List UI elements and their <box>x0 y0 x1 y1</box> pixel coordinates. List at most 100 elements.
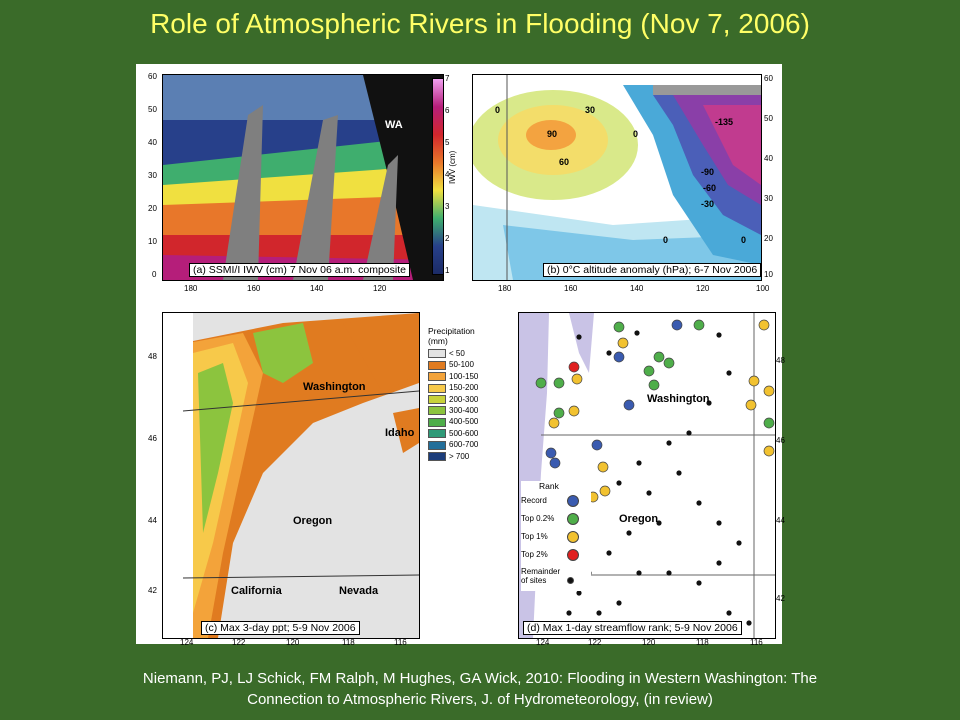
site-marker <box>545 447 557 459</box>
site-marker <box>549 457 561 469</box>
panel-c-legend-title: Precipitation (mm) <box>428 326 475 346</box>
site-marker <box>758 319 770 331</box>
figure-composite: WA (a) SSMI/I IWV (cm) 7 Nov 06 a.m. com… <box>136 64 785 647</box>
site-marker-remainder <box>576 334 582 340</box>
site-marker-remainder <box>696 500 702 506</box>
panel-c-precip-map: Washington Idaho Oregon California Nevad… <box>162 312 420 639</box>
site-marker-remainder <box>726 610 732 616</box>
panel-c-legend-item: 50-100 <box>428 360 508 370</box>
site-marker-remainder <box>596 610 602 616</box>
panel-c-legend-label: 200-300 <box>449 394 479 404</box>
panel-c-legend-swatch <box>428 417 446 427</box>
site-marker-remainder <box>646 490 652 496</box>
site-marker-remainder <box>616 480 622 486</box>
site-marker <box>663 357 675 369</box>
panel-c-legend-label: < 50 <box>449 349 465 358</box>
panel-d-legend-title: Rank <box>539 481 559 491</box>
site-marker <box>613 351 625 363</box>
panel-d-legend-label: Top 0.2% <box>521 514 555 524</box>
site-marker <box>599 485 611 497</box>
panel-c-legend-item: 600-700 <box>428 440 508 450</box>
site-marker-remainder <box>676 470 682 476</box>
site-marker <box>535 377 547 389</box>
panel-c-legend-item: 150-200 <box>428 383 508 393</box>
site-marker <box>763 417 775 429</box>
panel-c-legend-swatch <box>428 394 446 404</box>
panel-d-streamflow-map: Washington Oregon (d) Max 1-day streamfl… <box>518 312 776 639</box>
panel-d-legend-item: Record <box>521 495 591 507</box>
panel-c-state-washington: Washington <box>303 381 366 393</box>
panel-c-caption: (c) Max 3-day ppt; 5-9 Nov 2006 <box>201 621 360 635</box>
panel-d-legend-marker <box>567 495 579 507</box>
site-marker-remainder <box>656 520 662 526</box>
panel-a-map-graphic <box>163 75 443 280</box>
site-marker <box>553 407 565 419</box>
site-marker-remainder <box>746 620 752 626</box>
panel-d-legend-marker <box>567 513 579 525</box>
panel-c-legend-item: 200-300 <box>428 395 508 404</box>
panel-d-legend-label: Top 2% <box>521 550 548 560</box>
panel-d-legend-marker <box>567 531 579 543</box>
panel-c-legend-item: < 50 <box>428 349 508 359</box>
site-marker <box>613 321 625 333</box>
site-marker-remainder <box>736 540 742 546</box>
site-marker-remainder <box>636 570 642 576</box>
site-marker-remainder <box>706 400 712 406</box>
site-marker-remainder <box>716 332 722 338</box>
panel-d-legend-label: Top 1% <box>521 532 548 542</box>
panel-c-legend: Precipitation (mm) < 50 50-100 100-150 150-… <box>428 326 508 463</box>
panel-d-legend-rows: Record Top 0.2% Top 1% Top 2% Remainder of s… <box>521 495 591 585</box>
site-marker <box>763 385 775 397</box>
panel-c-legend-label: 150-200 <box>449 383 479 393</box>
site-marker <box>623 399 635 411</box>
panel-d-legend-label: Remainder of sites <box>521 567 561 585</box>
panel-d-legend-item: Top 2% <box>521 549 591 561</box>
panel-c-map-graphic <box>163 313 419 638</box>
panel-c-legend-item: 500-600 <box>428 429 508 439</box>
panel-a-colorbar <box>432 78 444 275</box>
panel-c-legend-item: > 700 <box>428 452 508 461</box>
site-marker <box>748 375 760 387</box>
panel-c-state-california: California <box>231 585 282 597</box>
site-marker-remainder <box>726 370 732 376</box>
panel-c-legend-item: 100-150 <box>428 372 508 382</box>
panel-c-legend-rows: < 50 50-100 100-150 150-200 200-300 300-400 40… <box>428 349 508 461</box>
site-marker <box>745 399 757 411</box>
site-marker-remainder <box>716 560 722 566</box>
panel-c-legend-label: 600-700 <box>449 440 479 450</box>
site-marker <box>571 373 583 385</box>
panel-d-legend-marker <box>567 549 579 561</box>
site-marker <box>591 439 603 451</box>
panel-c-legend-label: 300-400 <box>449 405 479 415</box>
panel-d-legend-item: Top 0.2% <box>521 513 591 525</box>
panel-c-legend-label: 50-100 <box>449 360 474 370</box>
panel-c-legend-swatch <box>428 451 446 461</box>
panel-c-state-nevada: Nevada <box>339 585 379 597</box>
site-marker-remainder <box>566 610 572 616</box>
panel-b-anomaly-map: 0 30 90 60 0 -135 -90 -60 -30 0 0 (b) 0°… <box>472 74 762 281</box>
site-marker-remainder <box>716 520 722 526</box>
site-marker-remainder <box>626 530 632 536</box>
panel-d-legend-label: Record <box>521 496 547 506</box>
panel-b-caption: (b) 0°C altitude anomaly (hPa); 6-7 Nov … <box>543 263 761 277</box>
citation-line-2: Connection to Atmospheric Rivers, J. of … <box>247 691 713 708</box>
site-marker-remainder <box>636 460 642 466</box>
site-marker-remainder <box>576 590 582 596</box>
panel-a-state-label: WA <box>385 119 403 131</box>
site-marker <box>643 365 655 377</box>
panel-d-legend-item: Remainder of sites <box>521 567 591 585</box>
site-marker-remainder <box>696 580 702 586</box>
site-marker <box>763 445 775 457</box>
site-marker-remainder <box>606 550 612 556</box>
panel-d-caption: (d) Max 1-day streamflow rank; 5-9 Nov 2… <box>523 621 742 635</box>
site-marker-remainder <box>666 570 672 576</box>
panel-d-legend-marker <box>567 577 574 585</box>
panel-d-state-washington: Washington <box>647 393 710 405</box>
panel-c-state-idaho: Idaho <box>385 427 415 439</box>
panel-c-legend-label: > 700 <box>449 451 470 461</box>
slide-title: Role of Atmospheric Rivers in Flooding (… <box>150 8 810 39</box>
panel-c-legend-swatch <box>428 440 446 450</box>
site-marker-remainder <box>666 440 672 446</box>
site-marker <box>671 319 683 331</box>
panel-a-caption: (a) SSMI/I IWV (cm) 7 Nov 06 a.m. compos… <box>189 263 410 277</box>
